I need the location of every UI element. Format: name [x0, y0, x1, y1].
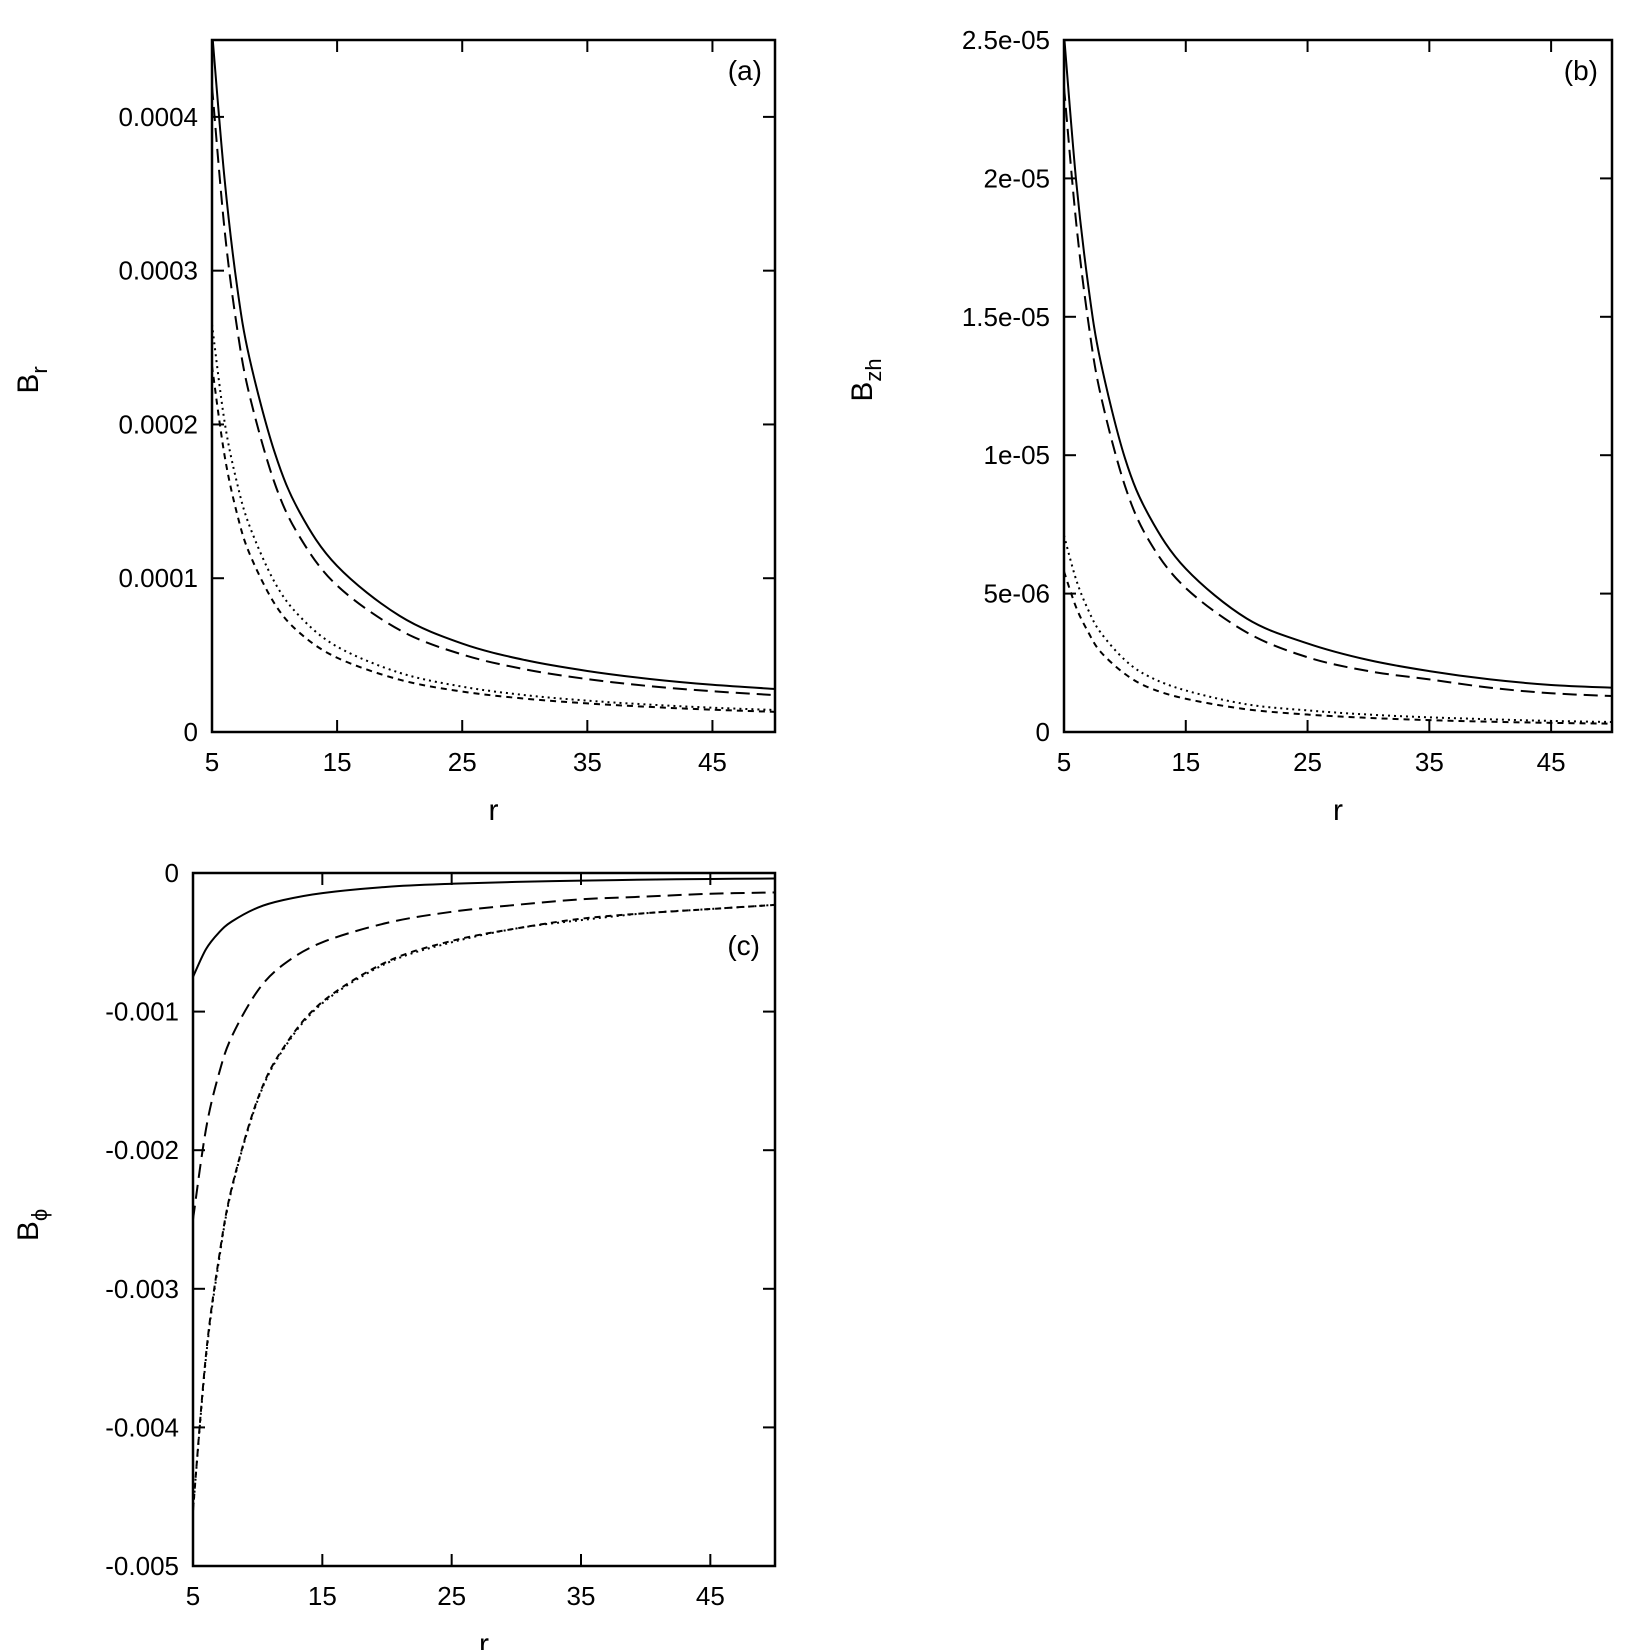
series-line-short-dashed: [193, 903, 775, 1511]
x-axis-label: r: [1333, 794, 1343, 827]
x-tick-label: 5: [186, 1581, 200, 1611]
y-axis-label-main: B: [12, 1221, 45, 1241]
y-tick-label: 0: [165, 858, 179, 888]
series-line-dashed: [212, 86, 775, 697]
x-tick-label: 25: [1293, 747, 1322, 777]
series-line-dotted: [193, 903, 775, 1511]
y-tick-label: 0: [184, 717, 198, 747]
y-axis-label-subscript: ϕ: [27, 1209, 52, 1221]
x-tick-label: 15: [1171, 747, 1200, 777]
y-tick-label: 1.5e-05: [962, 302, 1050, 332]
x-tick-label: 15: [308, 1581, 337, 1611]
x-tick-label: 5: [1057, 747, 1071, 777]
x-axis-label: r: [489, 794, 499, 827]
x-tick-label: 25: [437, 1581, 466, 1611]
y-tick-label: -0.005: [105, 1551, 179, 1581]
plot-frame: [191, 871, 777, 1568]
series-line-dashed: [193, 891, 775, 1220]
y-axis-label-subscript: zh: [861, 358, 886, 381]
x-axis-label: r: [479, 1628, 489, 1650]
x-tick-label: 35: [1415, 747, 1444, 777]
y-axis-label: Br: [12, 366, 52, 393]
plot-frame: [1062, 38, 1614, 734]
y-axis-label-main: B: [12, 374, 45, 394]
panel-label: (a): [728, 55, 762, 86]
y-tick-label: -0.002: [105, 1135, 179, 1165]
y-axis-label-subscript: r: [27, 366, 52, 373]
y-tick-label: 2e-05: [984, 163, 1051, 193]
panel-label: (b): [1564, 55, 1598, 86]
y-tick-label: 0.0001: [118, 563, 198, 593]
x-tick-label: 45: [698, 747, 727, 777]
y-axis-label: Bϕ: [12, 1209, 52, 1241]
y-tick-label: 0: [1036, 717, 1050, 747]
y-tick-label: -0.003: [105, 1274, 179, 1304]
y-tick-label: 0.0003: [118, 256, 198, 286]
y-tick-label: 5e-06: [984, 579, 1051, 609]
y-axis-label: Bzh: [846, 358, 886, 401]
chart-panel-3: 5 15 25 35 45 -0.005 -0.004 -0.003 -0.002 -0.001 0…: [12, 858, 777, 1650]
series-line-dashed: [1064, 86, 1612, 698]
panel-label: (c): [727, 930, 760, 961]
y-tick-label: 0.0004: [118, 102, 198, 132]
series-line-solid: [1064, 40, 1612, 689]
y-tick-label: 0.0002: [118, 409, 198, 439]
series-line-solid: [193, 877, 775, 978]
x-tick-label: 5: [205, 747, 219, 777]
x-tick-label: 15: [323, 747, 352, 777]
y-axis-label-main: B: [846, 382, 879, 402]
x-tick-label: 25: [448, 747, 477, 777]
y-tick-label: -0.004: [105, 1412, 179, 1442]
series-line-short-dashed: [1064, 571, 1612, 725]
series-line-solid: [212, 40, 775, 690]
x-tick-label: 35: [573, 747, 602, 777]
x-tick-label: 45: [696, 1581, 725, 1611]
x-tick-label: 35: [567, 1581, 596, 1611]
chart-panel-2: 5 15 25 35 45 0 5e-06 1e-05 1.5e-05 2e-05 2.5e-05 r…: [846, 25, 1614, 827]
y-tick-label: 2.5e-05: [962, 25, 1050, 55]
series-line-dotted: [1064, 535, 1612, 724]
series-line-short-dashed: [212, 365, 775, 713]
x-tick-label: 45: [1537, 747, 1566, 777]
y-tick-label: 1e-05: [984, 440, 1051, 470]
plot-frame: [210, 38, 777, 734]
y-tick-label: -0.001: [105, 997, 179, 1027]
